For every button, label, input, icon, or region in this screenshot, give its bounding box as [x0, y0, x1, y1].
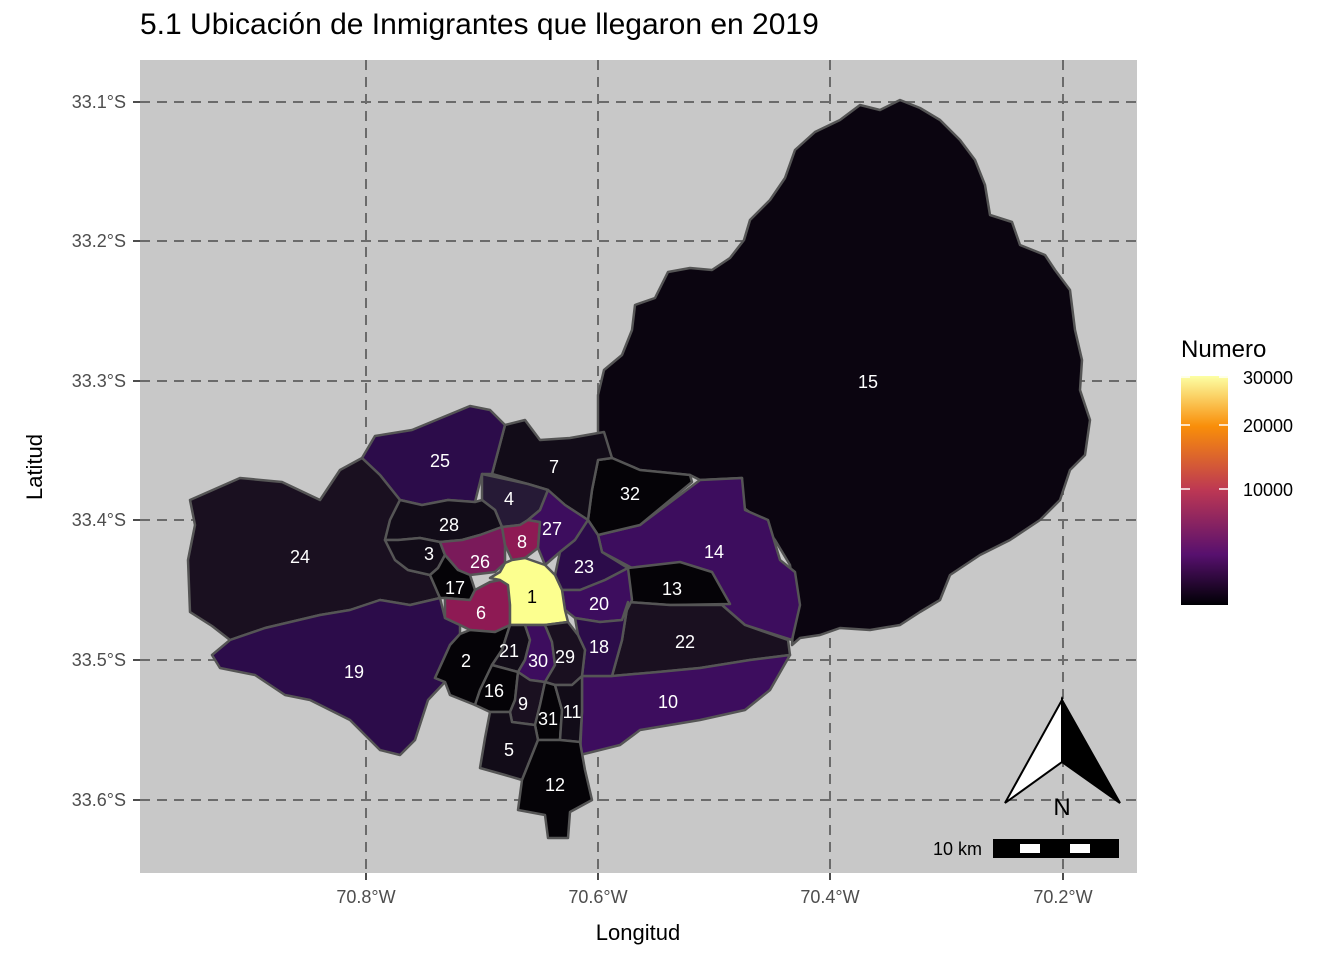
region-label-30: 30 — [528, 651, 548, 671]
region-label-18: 18 — [589, 637, 609, 657]
region-shapes — [186, 98, 1092, 840]
scale-bar-label: 10 km — [933, 839, 982, 859]
x-axis-ticks — [365, 873, 1064, 880]
region-label-24: 24 — [290, 547, 310, 567]
legend-title: Numero — [1181, 336, 1266, 363]
region-label-8: 8 — [517, 532, 527, 552]
region-label-14: 14 — [704, 542, 724, 562]
map-title: 5.1 Ubicación de Inmigrantes que llegaro… — [140, 8, 819, 41]
region-label-20: 20 — [589, 594, 609, 614]
x-tick-label: 70.2°W — [1033, 887, 1092, 907]
legend-tick-label: 10000 — [1243, 480, 1293, 500]
north-arrow: N — [1004, 696, 1121, 821]
y-tick-label: 33.6°S — [72, 790, 126, 810]
region-label-6: 6 — [476, 603, 486, 623]
region-label-25: 25 — [430, 451, 450, 471]
region-label-5: 5 — [504, 740, 514, 760]
x-tick-label: 70.4°W — [800, 887, 859, 907]
region-label-31: 31 — [538, 709, 558, 729]
region-label-16: 16 — [484, 681, 504, 701]
x-axis-labels: 70.8°W 70.6°W 70.4°W 70.2°W — [336, 887, 1092, 907]
region-label-7: 7 — [549, 457, 559, 477]
region-label-26: 26 — [470, 552, 490, 572]
region-label-19: 19 — [344, 662, 364, 682]
x-tick-label: 70.8°W — [336, 887, 395, 907]
region-label-4: 4 — [504, 489, 514, 509]
region-label-27: 27 — [542, 519, 562, 539]
region-label-13: 13 — [662, 579, 682, 599]
y-axis-ticks — [133, 101, 140, 801]
x-tick-label: 70.6°W — [568, 887, 627, 907]
region-label-22: 22 — [675, 632, 695, 652]
region-label-15: 15 — [858, 372, 878, 392]
region-1[interactable] — [488, 556, 570, 627]
region-label-32: 32 — [620, 484, 640, 504]
region-label-23: 23 — [574, 557, 594, 577]
region-label-10: 10 — [658, 692, 678, 712]
north-arrow-label: N — [1053, 794, 1070, 821]
region-11[interactable] — [553, 674, 584, 744]
region-12[interactable] — [516, 738, 594, 840]
region-label-9: 9 — [518, 694, 528, 714]
y-tick-label: 33.1°S — [72, 92, 126, 112]
region-label-2: 2 — [461, 651, 471, 671]
region-label-29: 29 — [555, 647, 575, 667]
y-tick-label: 33.3°S — [72, 371, 126, 391]
region-label-3: 3 — [424, 544, 434, 564]
legend-colorbar — [1181, 376, 1228, 605]
region-labels: 15 14 22 10 13 32 7 25 24 19 4 28 3 26 1… — [290, 372, 878, 795]
region-label-17: 17 — [445, 578, 465, 598]
scale-bar: 10 km — [933, 839, 1119, 859]
region-label-12: 12 — [545, 775, 565, 795]
y-axis-title: Latitud — [22, 434, 47, 500]
legend-tick-label: 30000 — [1243, 368, 1293, 388]
legend-tick-label: 20000 — [1243, 416, 1293, 436]
region-label-28: 28 — [439, 515, 459, 535]
y-tick-label: 33.4°S — [72, 510, 126, 530]
y-tick-label: 33.5°S — [72, 650, 126, 670]
north-arrow-right-icon — [1061, 696, 1121, 804]
x-axis-title: Longitud — [596, 920, 680, 945]
region-label-11: 11 — [563, 702, 582, 722]
region-label-1: 1 — [527, 587, 537, 607]
region-label-21: 21 — [499, 641, 519, 661]
region-17[interactable] — [428, 553, 477, 602]
legend: Numero 30000 20000 10000 — [1181, 336, 1293, 605]
region-10[interactable] — [578, 653, 792, 757]
y-axis-labels: 33.1°S 33.2°S 33.3°S 33.4°S 33.5°S 33.6°… — [72, 92, 126, 810]
y-tick-label: 33.2°S — [72, 231, 126, 251]
